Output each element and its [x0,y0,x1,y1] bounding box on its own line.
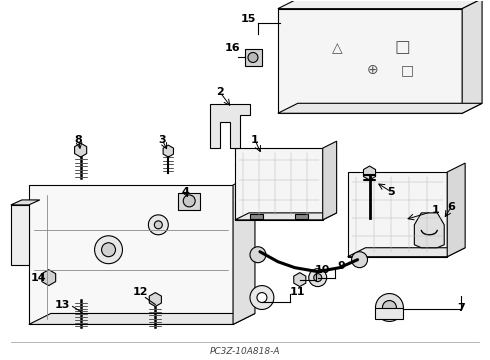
Text: □: □ [394,37,410,55]
Text: 5: 5 [388,187,395,197]
Circle shape [250,285,274,310]
Polygon shape [29,314,255,324]
Text: 14: 14 [31,273,47,283]
Polygon shape [447,163,465,257]
Text: 1: 1 [251,135,259,145]
Polygon shape [11,200,40,205]
Text: 3: 3 [158,135,166,145]
Polygon shape [375,307,403,319]
Polygon shape [347,248,465,257]
Polygon shape [245,49,262,67]
Circle shape [314,274,322,282]
Text: 2: 2 [216,87,224,97]
Polygon shape [278,103,482,113]
Text: 9: 9 [338,261,345,271]
Polygon shape [347,172,447,257]
Polygon shape [233,174,255,324]
Text: 10: 10 [315,265,330,275]
Text: ⊕: ⊕ [367,63,378,77]
Polygon shape [250,214,263,219]
Circle shape [250,247,266,263]
Polygon shape [295,214,308,219]
Text: 13: 13 [55,300,71,310]
Circle shape [95,236,122,264]
Text: △: △ [332,41,343,55]
Polygon shape [323,141,337,220]
Polygon shape [235,213,337,220]
Circle shape [154,221,162,229]
Polygon shape [278,9,462,113]
Circle shape [183,195,195,207]
Circle shape [309,269,327,287]
Polygon shape [11,205,29,265]
Text: 6: 6 [447,202,455,212]
Text: 1: 1 [431,205,439,215]
Circle shape [101,243,116,257]
Text: 8: 8 [75,135,82,145]
Polygon shape [415,213,444,248]
Circle shape [148,215,168,235]
Polygon shape [178,193,200,210]
Text: 4: 4 [181,187,189,197]
Text: 11: 11 [290,287,306,297]
Circle shape [383,301,396,315]
Circle shape [352,252,368,268]
Text: 15: 15 [240,14,256,24]
Text: 16: 16 [224,42,240,53]
Polygon shape [462,0,482,113]
Polygon shape [235,148,323,220]
Text: □: □ [401,63,414,77]
Circle shape [375,293,403,321]
Text: PC3Z-10A818-A: PC3Z-10A818-A [210,347,280,356]
Polygon shape [29,185,233,324]
Circle shape [248,53,258,62]
Polygon shape [278,0,482,9]
Polygon shape [210,104,250,148]
Text: 7: 7 [457,302,465,312]
Text: 12: 12 [133,287,148,297]
Circle shape [257,293,267,302]
